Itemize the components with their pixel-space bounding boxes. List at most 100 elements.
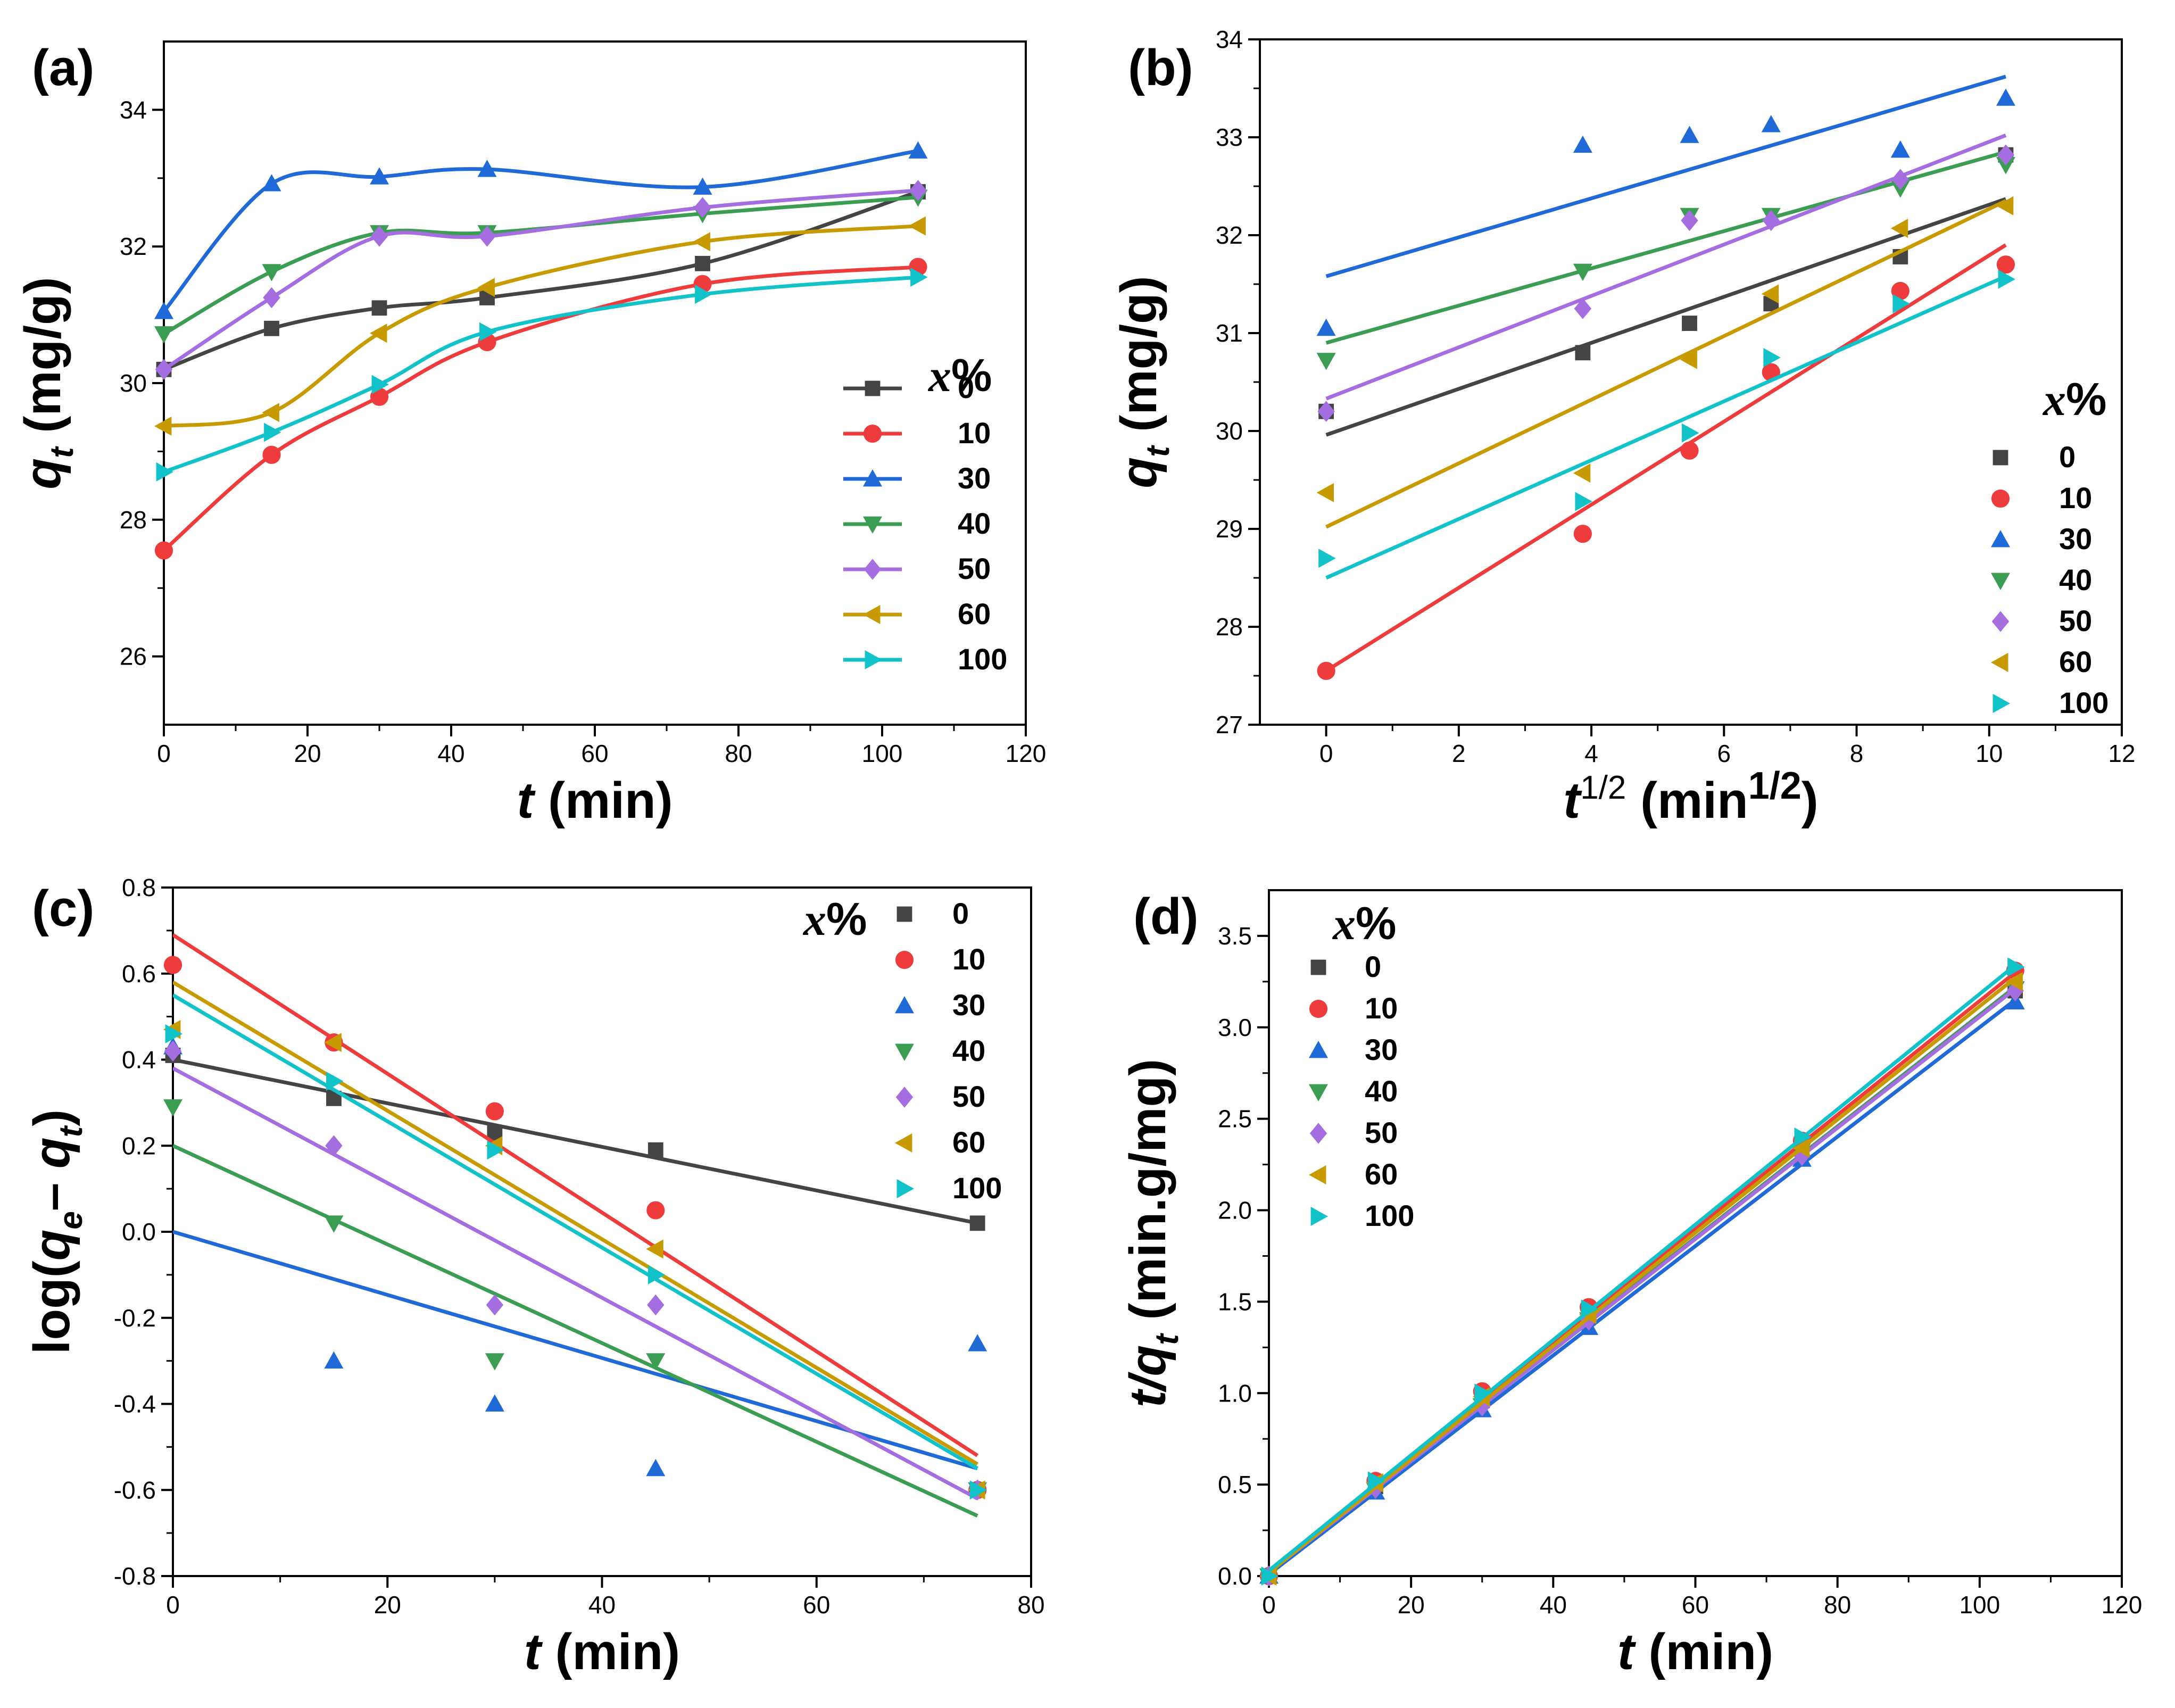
data-point (1316, 353, 1336, 370)
data-point (370, 167, 389, 185)
legend-label: 60 (2059, 645, 2092, 678)
data-point (910, 267, 928, 287)
legend-marker (1310, 959, 1326, 975)
x-axis-label: t (min) (524, 1623, 680, 1680)
x-tick-label: 0 (166, 1591, 180, 1619)
data-point (262, 264, 281, 281)
x-tick-label: 2 (1452, 740, 1466, 767)
data-point (1761, 284, 1779, 304)
x-tick-label: 80 (1824, 1591, 1851, 1619)
y-tick-label: 3.0 (1218, 1014, 1252, 1041)
data-point (326, 1071, 344, 1091)
data-point (1318, 549, 1336, 568)
y-tick-label: 2.0 (1218, 1197, 1252, 1224)
data-point (371, 375, 389, 394)
panel-label: (c) (32, 880, 94, 937)
legend-label: 0 (958, 371, 974, 404)
data-point (262, 403, 279, 422)
y-tick-label: 0.6 (122, 960, 156, 988)
data-point (695, 285, 712, 304)
data-point (1316, 483, 1334, 502)
fit-line (1325, 243, 2007, 673)
data-point (646, 1201, 665, 1220)
data-point (1996, 88, 2015, 106)
data-point (1367, 1471, 1385, 1491)
data-point (156, 462, 173, 482)
legend-marker (896, 1179, 914, 1198)
data-point (1575, 492, 1592, 511)
data-point (262, 174, 281, 192)
data-point (1316, 318, 1336, 336)
series-30 (154, 141, 928, 319)
legend-label: 10 (958, 416, 991, 450)
legend-marker (1309, 999, 1328, 1018)
data-point (370, 226, 388, 247)
series-line (163, 275, 918, 474)
fit-line (1325, 275, 2007, 580)
legend-label: 100 (952, 1171, 1002, 1205)
fit-line (1325, 199, 2007, 529)
series-100 (1261, 957, 2025, 1586)
data-point (485, 1353, 504, 1371)
legend-marker (864, 559, 882, 580)
series-line (163, 190, 919, 371)
x-tick-label: 6 (1717, 740, 1731, 767)
data-point (1891, 281, 1910, 300)
x-tick-label: 60 (1682, 1591, 1709, 1619)
legend-label: 40 (1365, 1074, 1398, 1108)
plot-frame (172, 886, 1032, 1577)
data-point (1317, 401, 1335, 422)
legend-label: 40 (958, 507, 991, 540)
data-point (2006, 980, 2024, 1001)
x-tick-label: 80 (1017, 1591, 1044, 1619)
legend-label: 50 (2059, 604, 2092, 637)
chart-panel-4: 0 20 40 60 80 100 1200.00.51.01.52.02.53.03.5(… (1119, 888, 2142, 1680)
legend-marker (1309, 1041, 1328, 1058)
data-point (477, 160, 497, 177)
series-60 (154, 216, 926, 436)
legend-title: x% (802, 894, 867, 945)
y-tick-label: 0.8 (122, 874, 156, 901)
data-point (2005, 972, 2023, 991)
x-tick-label: 4 (1584, 740, 1598, 767)
data-point (478, 226, 496, 247)
fit-line (1325, 74, 2006, 278)
legend-label: 100 (2059, 686, 2108, 719)
legend-marker (1991, 653, 2008, 672)
legend-label: 30 (952, 988, 985, 1022)
data-point (1996, 157, 2015, 175)
data-point (479, 322, 497, 342)
y-tick-label: 30 (1216, 417, 1243, 445)
legend-marker (1993, 694, 2010, 713)
y-tick-label: 2.5 (1218, 1105, 1252, 1133)
legend-marker (1991, 573, 2010, 590)
x-tick-label: 20 (374, 1591, 401, 1619)
data-point (165, 1024, 182, 1043)
data-point (1890, 219, 1908, 238)
data-point (647, 1142, 663, 1158)
data-point (908, 141, 928, 159)
y-tick-label: 0.2 (122, 1132, 156, 1159)
x-tick-label: 0 (157, 740, 171, 767)
data-point (1573, 463, 1591, 483)
data-point (1794, 1127, 1812, 1147)
legend-label: 100 (1365, 1199, 1414, 1232)
data-point (370, 324, 387, 343)
data-point (487, 1140, 504, 1160)
legend-marker (865, 380, 881, 396)
data-point (324, 1215, 344, 1233)
x-tick-label: 0 (1262, 1591, 1276, 1619)
y-tick-label: 26 (120, 643, 147, 670)
data-point (1998, 269, 2015, 289)
series-50 (1317, 134, 2015, 422)
data-point (2007, 957, 2025, 977)
legend-marker (895, 950, 914, 969)
data-point (371, 300, 387, 316)
y-tick-label: 27 (1216, 711, 1243, 739)
legend-label: 0 (2059, 440, 2076, 474)
data-point (1763, 348, 1781, 367)
series-50 (1260, 980, 2024, 1587)
legend-marker (1310, 1207, 1328, 1226)
x-tick-label: 60 (803, 1591, 830, 1619)
data-point (1680, 441, 1699, 460)
